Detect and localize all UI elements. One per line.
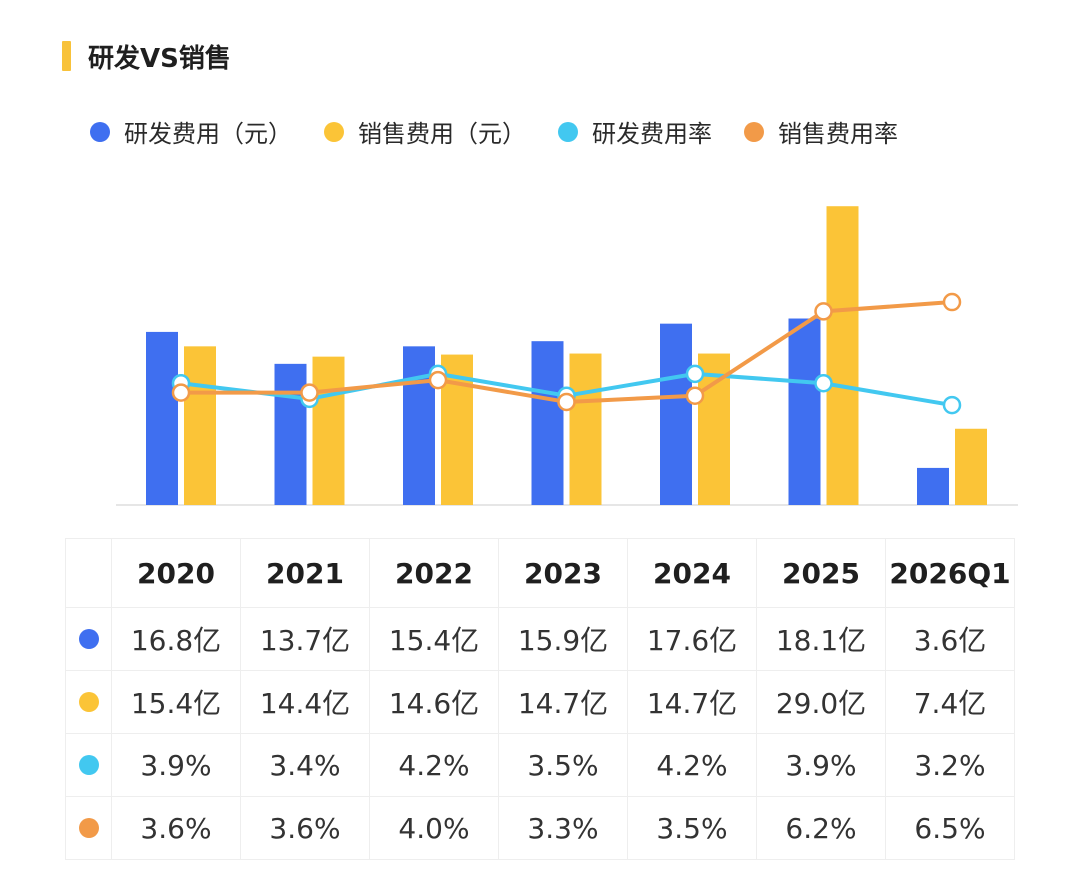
chart-legend: 研发费用（元） 销售费用（元） 研发费用率 销售费用率 — [90, 114, 930, 149]
legend-label-rd-rate: 研发费用率 — [592, 120, 712, 148]
legend-dot-sales-rate — [744, 121, 764, 142]
legend-dot-rd-amount — [90, 121, 110, 142]
table-header-cell: 2024 — [627, 538, 757, 608]
row-dot-sales-amount — [78, 691, 99, 712]
table-cell: 15.4亿 — [369, 607, 499, 671]
legend-dot-rd-rate — [558, 121, 578, 142]
table-cell: 6.2% — [756, 796, 886, 860]
point-rd-rate — [685, 364, 705, 384]
table-header-row: 2020 2021 2022 2023 2024 2025 2026Q1 — [65, 538, 1015, 608]
table-header-cell: 2021 — [240, 538, 370, 608]
table-corner-cell — [65, 538, 112, 608]
table-cell: 3.9% — [756, 733, 886, 797]
table-cell: 14.7亿 — [498, 670, 628, 734]
point-rd-rate — [814, 373, 833, 393]
table-cell: 3.3% — [498, 796, 628, 860]
table-cell: 3.4% — [240, 733, 370, 797]
bar-sales-amount — [312, 356, 345, 505]
table-cell: 15.9亿 — [498, 607, 628, 671]
bar-rd-amount — [531, 341, 564, 505]
bar-sales-amount — [955, 428, 987, 505]
table-row-sales-amount: 15.4亿 14.4亿 14.6亿 14.7亿 14.7亿 29.0亿 7.4亿 — [65, 670, 1015, 734]
table-cell: 16.8亿 — [111, 607, 241, 671]
table-cell: 29.0亿 — [756, 670, 886, 734]
row-dot-rd-amount — [78, 628, 99, 649]
legend-item-sales-rate[interactable]: 销售费用率 — [744, 114, 898, 149]
table-cell: 3.5% — [627, 796, 757, 860]
table-cell: 17.6亿 — [627, 607, 757, 671]
row-dot-rd-rate — [78, 754, 99, 775]
table-cell: 3.6% — [111, 796, 241, 860]
row-dot-sales-rate — [78, 817, 99, 838]
table-cell: 4.2% — [627, 733, 757, 797]
point-sales-rate — [814, 302, 833, 321]
bar-rd-amount — [917, 467, 949, 505]
table-row-marker — [65, 733, 112, 797]
point-sales-rate — [300, 383, 319, 402]
table-row-rd-amount: 16.8亿 13.7亿 15.4亿 15.9亿 17.6亿 18.1亿 3.6亿 — [65, 607, 1015, 671]
table-cell: 4.2% — [369, 733, 499, 797]
point-sales-rate — [685, 386, 705, 405]
bar-rd-amount — [788, 318, 821, 505]
table-cell: 6.5% — [885, 796, 1015, 860]
table-row-marker — [65, 607, 112, 671]
table-header-cell: 2025 — [756, 538, 886, 608]
table-header-cell: 2023 — [498, 538, 628, 608]
table-cell: 3.6% — [240, 796, 370, 860]
table-cell: 14.7亿 — [627, 670, 757, 734]
legend-item-rd-amount[interactable]: 研发费用（元） — [90, 114, 292, 149]
table-cell: 18.1亿 — [756, 607, 886, 671]
point-sales-rate — [428, 370, 448, 390]
point-rd-rate — [942, 395, 962, 415]
table-header-cell: 2022 — [369, 538, 499, 608]
table-row-marker — [65, 670, 112, 734]
bar-sales-amount — [184, 346, 216, 505]
table-row-sales-rate: 3.6% 3.6% 4.0% 3.3% 3.5% 6.2% 6.5% — [65, 796, 1015, 860]
table-cell: 3.5% — [498, 733, 628, 797]
table-row-marker — [65, 796, 112, 860]
table-cell: 3.2% — [885, 733, 1015, 797]
data-table: 2020 2021 2022 2023 2024 2025 2026Q1 16.… — [65, 538, 1015, 860]
bar-sales-amount — [569, 353, 602, 505]
point-sales-rate — [171, 383, 191, 402]
chart-plot — [116, 206, 1018, 506]
point-sales-rate — [942, 292, 962, 312]
table-cell: 13.7亿 — [240, 607, 370, 671]
table-header-cell: 2026Q1 — [885, 538, 1015, 608]
chart-title: 研发VS销售 — [88, 43, 231, 74]
bar-rd-amount — [146, 331, 178, 505]
legend-label-rd-amount: 研发费用（元） — [124, 120, 292, 148]
legend-item-sales-amount[interactable]: 销售费用（元） — [324, 114, 526, 149]
point-sales-rate — [557, 392, 576, 412]
legend-label-sales-rate: 销售费用率 — [778, 120, 898, 148]
bar-rd-amount — [660, 323, 692, 505]
table-cell: 7.4亿 — [885, 670, 1015, 734]
bar-sales-amount — [826, 206, 859, 505]
bar-sales-amount — [698, 353, 730, 505]
table-cell: 3.9% — [111, 733, 241, 797]
legend-label-sales-amount: 销售费用（元） — [358, 120, 526, 148]
table-header-cell: 2020 — [111, 538, 241, 608]
table-row-rd-rate: 3.9% 3.4% 4.2% 3.5% 4.2% 3.9% 3.2% — [65, 733, 1015, 797]
table-cell: 4.0% — [369, 796, 499, 860]
table-cell: 3.6亿 — [885, 607, 1015, 671]
title-accent-bar — [62, 41, 71, 71]
bar-rd-amount — [274, 363, 307, 505]
section-header: 研发VS销售 — [62, 38, 231, 74]
legend-dot-sales-amount — [324, 121, 344, 142]
legend-item-rd-rate[interactable]: 研发费用率 — [558, 114, 712, 149]
table-cell: 14.4亿 — [240, 670, 370, 734]
table-cell: 14.6亿 — [369, 670, 499, 734]
table-cell: 15.4亿 — [111, 670, 241, 734]
